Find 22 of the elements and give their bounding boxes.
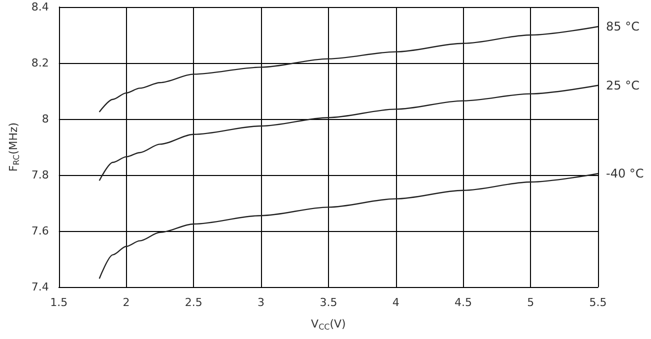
x-tick-label: 4 <box>392 296 400 309</box>
series-label: 85 °C <box>606 20 640 34</box>
x-tick-label: 2.5 <box>184 296 202 309</box>
y-tick-label: 7.8 <box>31 168 49 182</box>
x-tick-label: 3.5 <box>320 296 338 309</box>
x-tick-label: 4.5 <box>454 296 472 309</box>
y-tick-label: 8.2 <box>31 56 49 70</box>
x-tick-label: 2 <box>122 296 130 309</box>
series-label: 25 °C <box>606 78 640 92</box>
y-tick-label: 8.4 <box>31 0 49 14</box>
x-tick-label: 1.5 <box>50 296 68 309</box>
y-tick-label: 7.6 <box>31 224 49 238</box>
y-tick-label: 7.4 <box>31 280 49 294</box>
x-tick-label: 5.5 <box>589 296 607 309</box>
line-series <box>98 173 599 280</box>
line-series <box>98 26 599 113</box>
y-tick-label: 8 <box>42 112 49 126</box>
series-label: -40 °C <box>606 166 644 181</box>
line-series <box>98 84 599 182</box>
x-tick-label: 3 <box>258 296 265 309</box>
y-axis-title: FRC(MHz) <box>7 122 21 172</box>
x-tick-label: 5 <box>527 296 534 309</box>
